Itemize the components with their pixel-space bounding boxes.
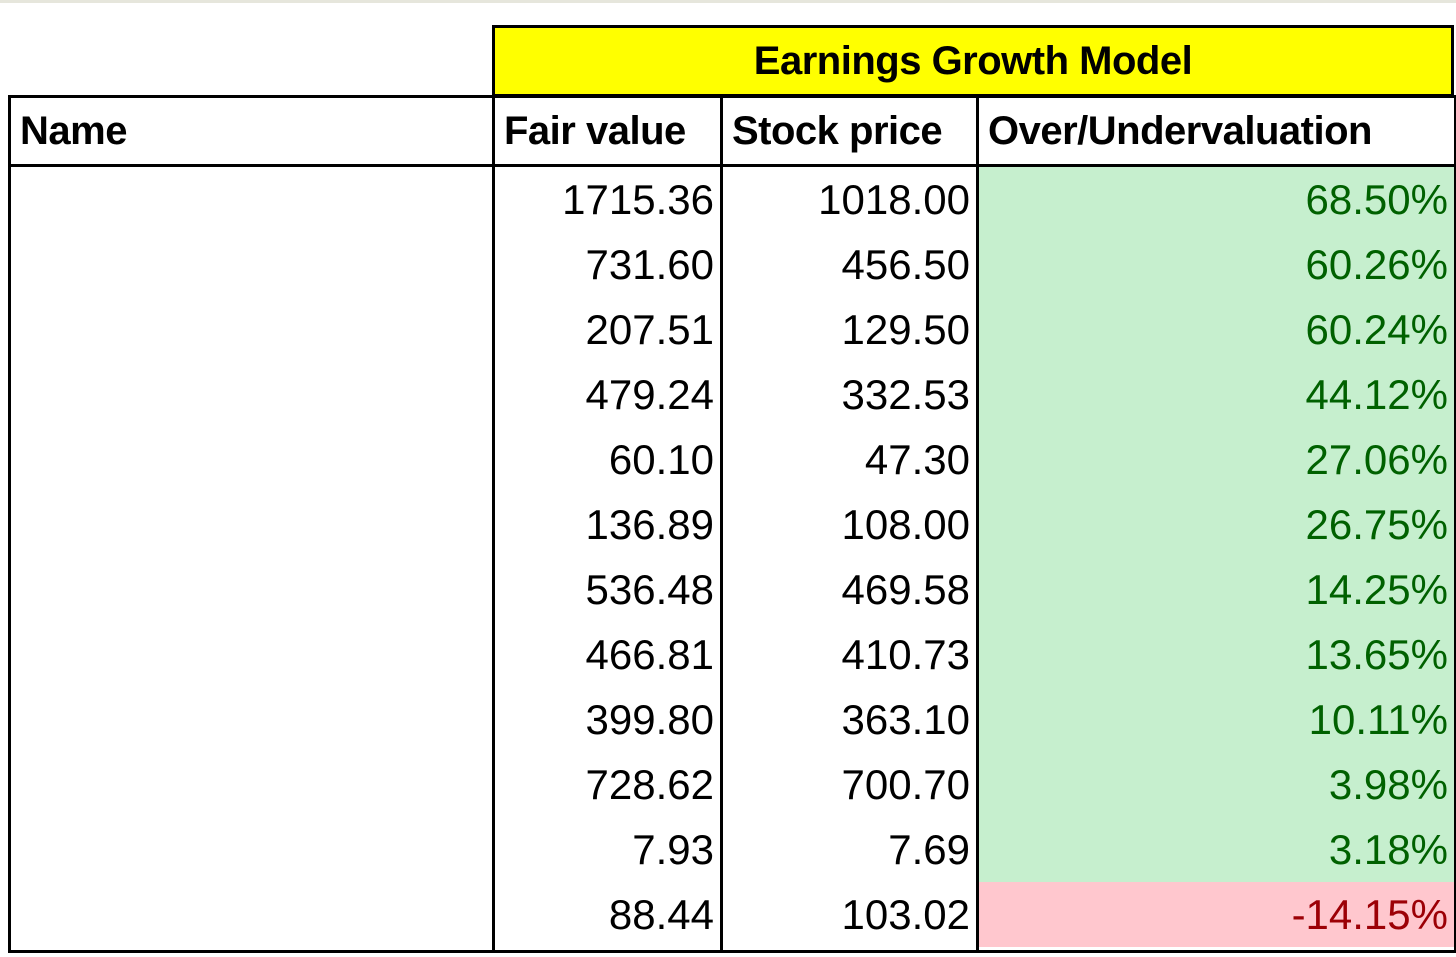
valuation-cell: -14.15% bbox=[979, 882, 1454, 947]
number-cell: 1715.36 bbox=[562, 175, 714, 223]
number-cell: 207.51 bbox=[585, 305, 714, 353]
number-cell: 363.10 bbox=[841, 695, 970, 743]
column-border bbox=[1454, 165, 1456, 953]
column-header: Over/Undervaluation bbox=[976, 95, 1456, 167]
column-border bbox=[8, 165, 11, 953]
number-cell: 731.60 bbox=[585, 240, 714, 288]
number-cell: 108.00 bbox=[841, 500, 970, 548]
valuation-cell: 3.18% bbox=[979, 817, 1454, 882]
number-cell: 7.93 bbox=[632, 825, 714, 873]
number-cell: 129.50 bbox=[841, 305, 970, 353]
number-cell: 1018.00 bbox=[818, 175, 970, 223]
valuation-cell: 27.06% bbox=[979, 427, 1454, 492]
number-cell: 700.70 bbox=[841, 760, 970, 808]
number-cell: 728.62 bbox=[585, 760, 714, 808]
number-cell: 399.80 bbox=[585, 695, 714, 743]
number-cell: 479.24 bbox=[585, 370, 714, 418]
number-cell: 88.44 bbox=[608, 890, 714, 938]
number-cell: 47.30 bbox=[864, 435, 970, 483]
valuation-cell: 13.65% bbox=[979, 622, 1454, 687]
number-cell: 136.89 bbox=[585, 500, 714, 548]
number-cell: 456.50 bbox=[841, 240, 970, 288]
column-border bbox=[492, 165, 495, 953]
column-header: Stock price bbox=[720, 95, 979, 167]
number-cell: 469.58 bbox=[841, 565, 970, 613]
table-title: Earnings Growth Model bbox=[492, 25, 1454, 97]
number-cell: 332.53 bbox=[841, 370, 970, 418]
number-cell: 103.02 bbox=[841, 890, 970, 938]
column-header: Name bbox=[8, 95, 495, 167]
valuation-cell: 26.75% bbox=[979, 492, 1454, 557]
valuation-cell: 44.12% bbox=[979, 362, 1454, 427]
valuation-cell: 60.24% bbox=[979, 297, 1454, 362]
valuation-cell: 14.25% bbox=[979, 557, 1454, 622]
bottom-border bbox=[8, 950, 1456, 953]
number-cell: 410.73 bbox=[841, 630, 970, 678]
valuation-cell: 68.50% bbox=[979, 167, 1454, 232]
column-border bbox=[976, 165, 979, 953]
column-border bbox=[720, 165, 723, 953]
number-cell: 466.81 bbox=[585, 630, 714, 678]
valuation-cell: 60.26% bbox=[979, 232, 1454, 297]
valuation-cell: 3.98% bbox=[979, 752, 1454, 817]
column-header: Fair value bbox=[492, 95, 723, 167]
number-cell: 60.10 bbox=[608, 435, 714, 483]
valuation-cell: 10.11% bbox=[979, 687, 1454, 752]
number-cell: 536.48 bbox=[585, 565, 714, 613]
number-cell: 7.69 bbox=[888, 825, 970, 873]
top-border bbox=[0, 0, 1456, 3]
